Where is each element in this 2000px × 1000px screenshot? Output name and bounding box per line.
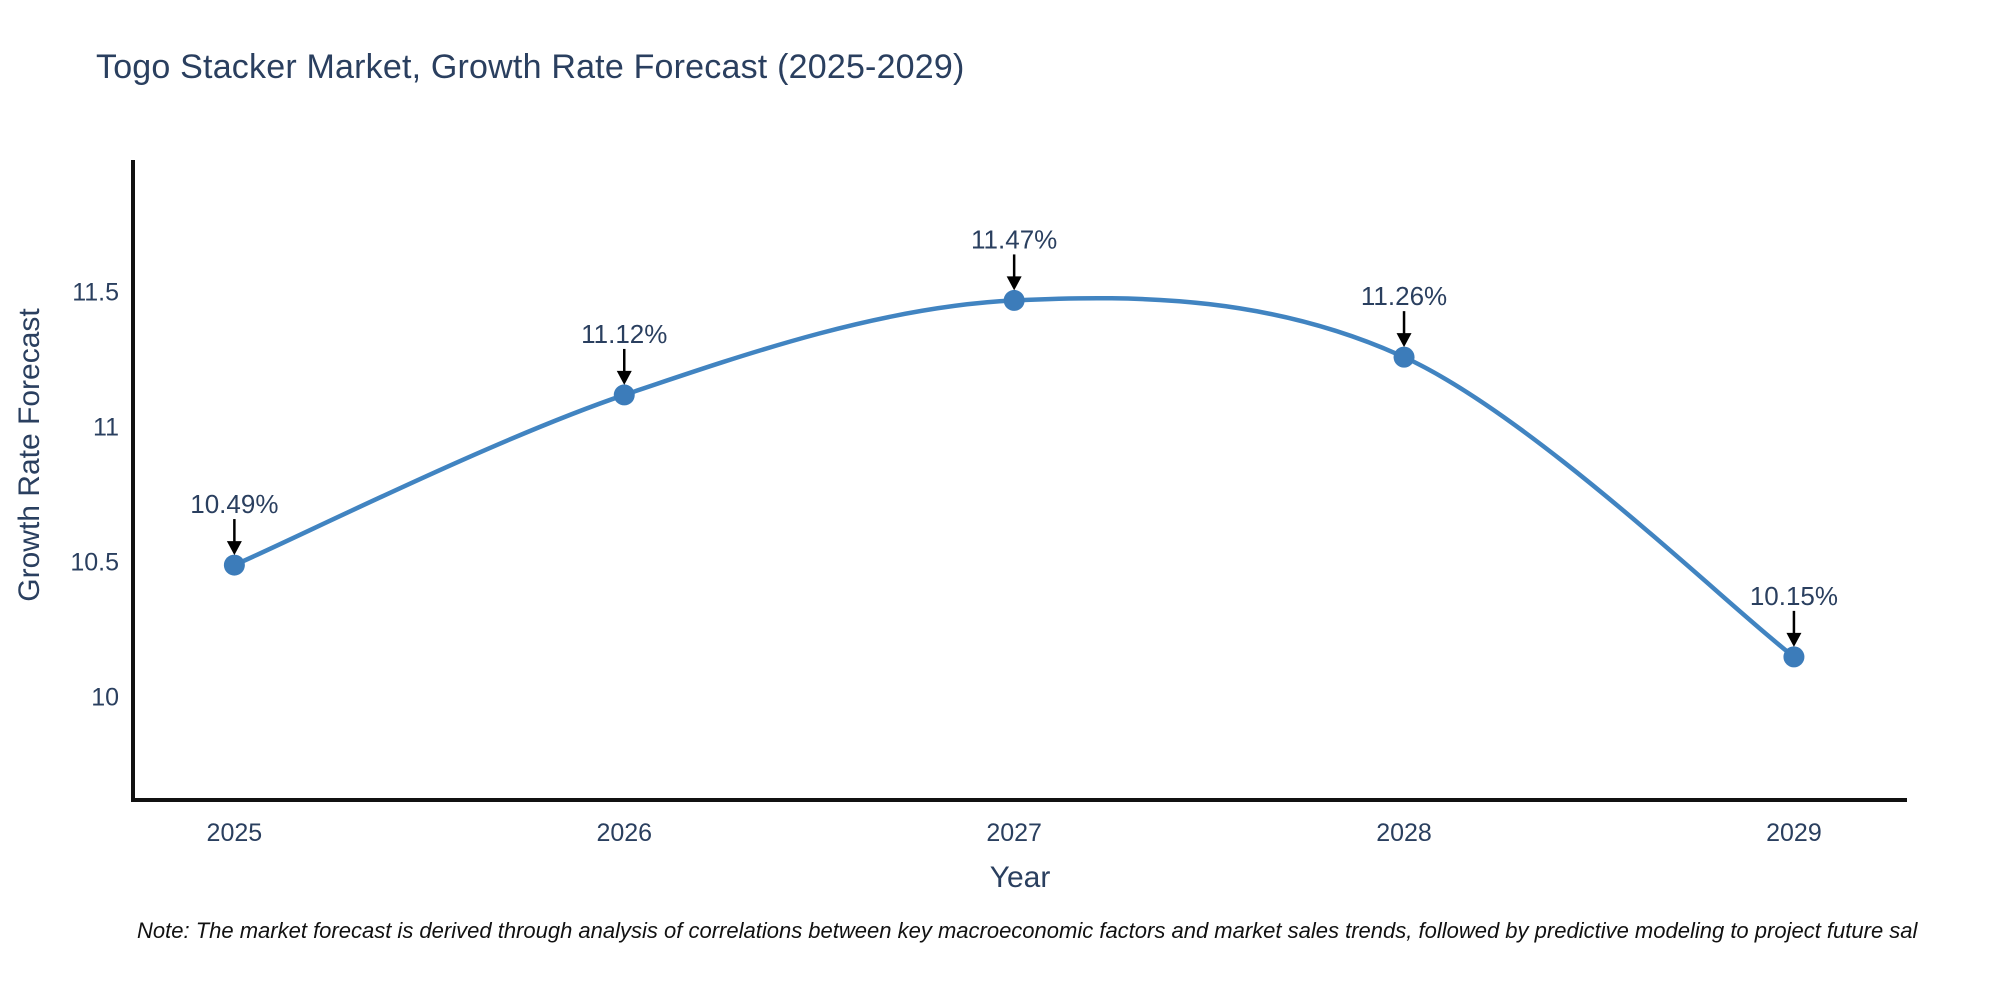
y-tick-label: 10 [91,683,119,711]
chart-title: Togo Stacker Market, Growth Rate Forecas… [96,48,965,86]
x-tick-label: 2027 [986,819,1042,847]
data-point-marker [1003,289,1025,311]
annotation-arrow-head [1006,276,1022,291]
x-tick-label: 2028 [1376,819,1432,847]
x-axis-title: Year [989,861,1051,894]
data-point-marker [1783,646,1805,668]
data-point-marker [223,554,245,576]
data-point-marker [613,384,635,406]
data-point-label: 10.15% [1750,581,1838,611]
footnote: Note: The market forecast is derived thr… [137,918,1918,943]
x-tick-label: 2025 [207,819,263,847]
data-point-label: 11.47% [971,224,1057,254]
data-point-marker [1393,346,1415,368]
data-point-label: 11.12% [581,319,667,349]
x-tick-label: 2026 [596,819,652,847]
annotation-arrow-head [226,541,242,556]
annotation-arrow-head [1786,632,1802,647]
y-tick-label: 11 [93,413,119,441]
y-tick-label: 11.5 [72,278,119,306]
data-point-label: 10.49% [190,489,278,519]
annotation-arrow-head [616,370,632,385]
y-tick-label: 10.5 [70,548,119,576]
data-point-label: 11.26% [1361,281,1447,311]
forecast-line [232,295,1797,660]
x-tick-label: 2029 [1766,819,1822,847]
axis-lines [131,160,1907,802]
annotation-arrow-head [1396,333,1412,348]
